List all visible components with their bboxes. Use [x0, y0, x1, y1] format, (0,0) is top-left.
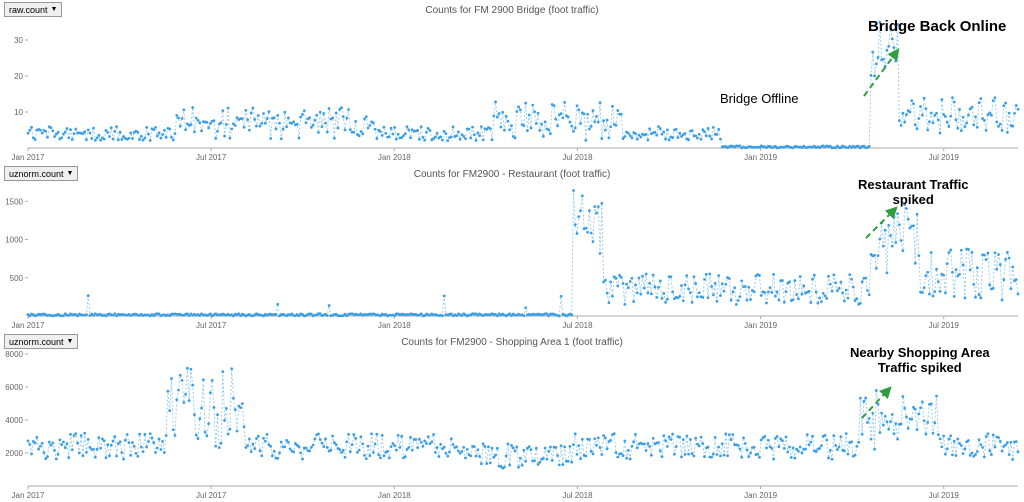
x-tick-label: Jan 2019: [744, 153, 777, 162]
x-tick-label: Jul 2018: [562, 491, 593, 500]
annotation-label: Restaurant Trafficspiked: [858, 178, 969, 208]
annotation-label: Bridge Back Online: [868, 18, 1006, 35]
y-tick-label: 1000: [5, 236, 23, 245]
chart-title: Counts for FM 2900 Bridge (foot traffic): [0, 5, 1024, 16]
x-tick-label: Jan 2017: [12, 153, 45, 162]
x-tick-label: Jul 2017: [196, 153, 227, 162]
x-tick-label: Jan 2018: [378, 321, 411, 330]
x-tick-label: Jan 2018: [378, 153, 411, 162]
x-tick-label: Jan 2017: [12, 321, 45, 330]
x-tick-label: Jul 2019: [929, 153, 960, 162]
x-tick-label: Jul 2019: [929, 321, 960, 330]
y-tick-label: 1500: [5, 197, 23, 206]
y-tick-label: 20: [14, 72, 23, 81]
x-tick-label: Jan 2019: [744, 491, 777, 500]
y-tick-label: 2000: [5, 449, 23, 458]
y-tick-label: 8000: [5, 350, 23, 359]
y-tick-label: 30: [14, 36, 23, 45]
annotation-label: Bridge Offline: [720, 92, 799, 107]
x-tick-label: Jan 2018: [378, 491, 411, 500]
y-tick-label: 4000: [5, 416, 23, 425]
annotation-label: Nearby Shopping AreaTraffic spiked: [850, 346, 990, 376]
y-tick-label: 500: [10, 274, 24, 283]
x-tick-label: Jan 2019: [744, 321, 777, 330]
x-tick-label: Jul 2019: [929, 491, 960, 500]
x-tick-label: Jul 2017: [196, 321, 227, 330]
x-tick-label: Jul 2017: [196, 491, 227, 500]
x-tick-label: Jan 2017: [12, 491, 45, 500]
y-tick-label: 6000: [5, 383, 23, 392]
x-tick-label: Jul 2018: [562, 321, 593, 330]
chart-panel: uznorm.count▼Counts for FM2900 - Shoppin…: [0, 332, 1024, 502]
chart-panel: raw.count▼Counts for FM 2900 Bridge (foo…: [0, 0, 1024, 164]
y-tick-label: 10: [14, 108, 23, 117]
chart-panel: uznorm.count▼Counts for FM2900 - Restaur…: [0, 164, 1024, 332]
x-tick-label: Jul 2018: [562, 153, 593, 162]
